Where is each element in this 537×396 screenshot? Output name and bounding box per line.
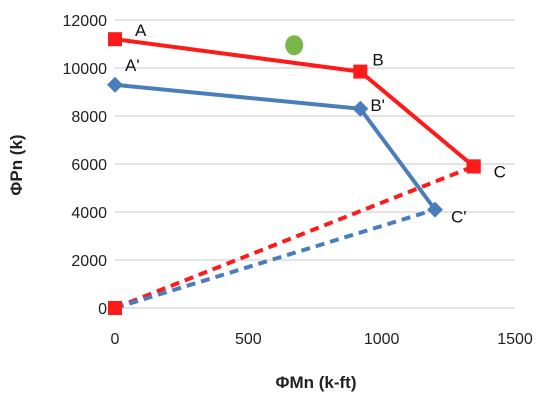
series-line-3 bbox=[114, 164, 475, 310]
series-1-marker-2 bbox=[353, 64, 368, 79]
x-axis-title: ΦMn (k-ft) bbox=[276, 373, 357, 392]
point-label-A-prime: A' bbox=[125, 56, 140, 75]
x-tick-label-1000: 1000 bbox=[364, 331, 400, 348]
point-label-A: A bbox=[135, 21, 147, 40]
series-3-marker-1 bbox=[108, 301, 122, 315]
y-tick-label-0: 0 bbox=[98, 301, 107, 318]
series-3-marker-2 bbox=[466, 159, 481, 174]
y-tick-label-8000: 8000 bbox=[71, 109, 107, 126]
x-tick-label-0: 0 bbox=[111, 331, 120, 348]
tick-labels-layer: 0 2000 4000 6000 8000 10000 12000 0 500 1000 1500 bbox=[63, 13, 533, 348]
y-tick-label-12000: 12000 bbox=[63, 13, 108, 30]
point-labels-layer: A B C A' B' C' bbox=[125, 21, 506, 226]
x-tick-label-500: 500 bbox=[235, 331, 262, 348]
series-layer bbox=[114, 37, 475, 310]
series-2-marker-2 bbox=[352, 100, 369, 117]
series-line-2 bbox=[114, 82, 437, 211]
point-label-C: C bbox=[494, 162, 506, 181]
y-axis-title: ΦPn (k) bbox=[7, 134, 26, 195]
series-1-marker-1 bbox=[108, 32, 122, 47]
point-label-B: B bbox=[372, 51, 383, 70]
point-label-B-prime: B' bbox=[370, 96, 385, 115]
y-tick-label-2000: 2000 bbox=[71, 253, 107, 270]
point-label-C-prime: C' bbox=[451, 208, 467, 227]
markers-layer bbox=[107, 32, 481, 315]
series-2-marker-3 bbox=[427, 201, 443, 218]
series-2-marker-1 bbox=[107, 76, 123, 93]
grid bbox=[115, 19, 515, 309]
y-tick-label-10000: 10000 bbox=[63, 61, 108, 78]
y-tick-label-4000: 4000 bbox=[71, 205, 107, 222]
extra-point-1 bbox=[285, 35, 304, 56]
x-tick-label-1500: 1500 bbox=[497, 331, 533, 348]
y-tick-label-6000: 6000 bbox=[71, 157, 107, 174]
series-line-4 bbox=[114, 207, 436, 310]
